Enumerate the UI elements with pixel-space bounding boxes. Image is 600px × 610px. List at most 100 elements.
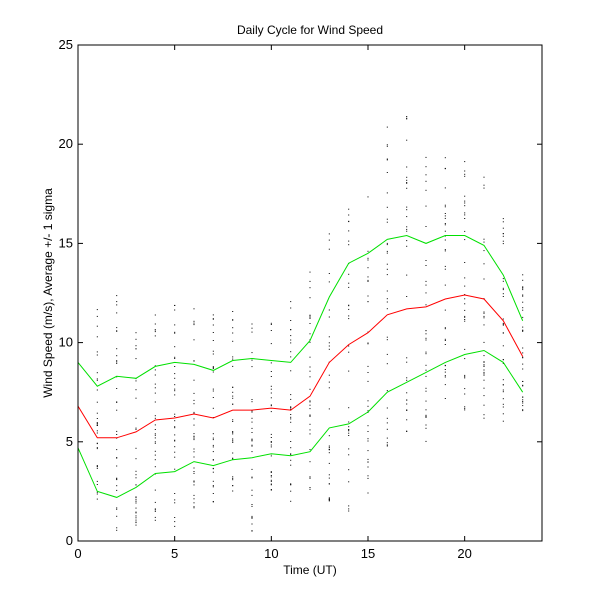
observation-point <box>270 489 272 490</box>
observation-point <box>464 239 466 241</box>
observation-point <box>483 176 485 178</box>
observation-point <box>502 287 504 289</box>
observation-point <box>212 480 214 482</box>
observation-point <box>386 444 388 446</box>
observation-point <box>425 400 427 402</box>
observation-point <box>464 214 466 216</box>
observation-point <box>174 416 176 417</box>
observation-point <box>464 303 466 305</box>
plot-area-frame <box>77 44 543 542</box>
observation-point <box>464 202 466 204</box>
observation-point <box>232 358 234 360</box>
observation-point <box>444 371 446 373</box>
observation-point <box>328 273 330 274</box>
observation-point <box>502 221 504 223</box>
observation-point <box>251 410 253 412</box>
observation-point <box>464 358 466 360</box>
observation-point <box>386 274 388 276</box>
observation-point <box>232 319 234 321</box>
observation-point <box>116 515 118 517</box>
observation-point <box>502 233 504 235</box>
observation-point <box>135 380 137 382</box>
observation-point <box>522 380 524 382</box>
observation-point <box>328 387 330 389</box>
observation-point <box>116 430 118 432</box>
observation-point <box>174 388 176 390</box>
observation-point <box>502 413 504 415</box>
observation-point <box>483 395 485 397</box>
observation-point <box>154 383 156 385</box>
observation-point <box>348 286 350 288</box>
observation-point <box>328 499 330 501</box>
observation-point <box>425 205 427 207</box>
observation-point <box>522 301 524 303</box>
observation-point <box>464 376 466 378</box>
observation-point <box>135 427 137 429</box>
observation-point <box>348 214 350 216</box>
observation-point <box>116 478 118 480</box>
observation-point <box>154 417 156 419</box>
observation-point <box>348 481 350 483</box>
observation-point <box>522 307 524 309</box>
observation-point <box>270 437 272 438</box>
observation-point <box>483 341 485 343</box>
observation-point <box>154 314 156 316</box>
observation-point <box>212 388 214 390</box>
observation-point <box>212 446 214 448</box>
observation-point <box>232 477 234 479</box>
observation-point <box>135 348 137 350</box>
observation-point <box>174 517 176 518</box>
observation-point <box>386 353 388 355</box>
observation-point <box>309 487 311 488</box>
observation-point <box>309 401 311 403</box>
observation-point <box>483 250 485 252</box>
observation-point <box>522 409 524 411</box>
observation-point <box>135 358 137 360</box>
observation-point <box>270 404 272 406</box>
observation-point <box>328 345 330 347</box>
observation-point <box>406 139 408 141</box>
observation-point <box>174 451 176 453</box>
observation-point <box>270 405 272 407</box>
observation-point <box>522 352 524 354</box>
observation-point <box>251 421 253 423</box>
observation-point <box>483 371 485 373</box>
observation-point <box>425 337 427 339</box>
observation-point <box>367 400 369 402</box>
observation-point <box>309 415 311 417</box>
observation-point <box>290 394 292 396</box>
observation-point <box>290 342 292 344</box>
observation-point <box>406 179 408 181</box>
observation-point <box>348 432 350 434</box>
observation-point <box>425 416 427 418</box>
observation-point <box>386 159 388 161</box>
observation-point <box>406 187 408 189</box>
observation-point <box>464 212 466 214</box>
observation-point <box>348 318 350 320</box>
observation-point <box>251 477 253 479</box>
observation-point <box>174 304 176 306</box>
observation-point <box>232 479 234 481</box>
observation-point <box>154 415 156 417</box>
observation-point <box>309 414 311 416</box>
observation-point <box>522 295 524 297</box>
observation-point <box>386 290 388 292</box>
observation-point <box>135 512 137 514</box>
observation-point <box>348 435 350 436</box>
observation-point <box>483 361 485 363</box>
observation-point <box>464 218 466 219</box>
y-tick-label: 10 <box>59 335 73 350</box>
observation-point <box>232 327 234 329</box>
observation-point <box>116 477 118 479</box>
observation-point <box>193 399 195 401</box>
sigma-line <box>77 234 524 387</box>
observation-point <box>212 353 214 355</box>
observation-point <box>502 391 504 393</box>
observation-point <box>270 476 272 478</box>
observation-point <box>328 348 330 350</box>
observation-point <box>251 504 253 505</box>
observation-point <box>309 415 311 417</box>
observation-point <box>251 523 253 525</box>
observation-point <box>135 519 137 521</box>
observation-point <box>425 409 427 411</box>
